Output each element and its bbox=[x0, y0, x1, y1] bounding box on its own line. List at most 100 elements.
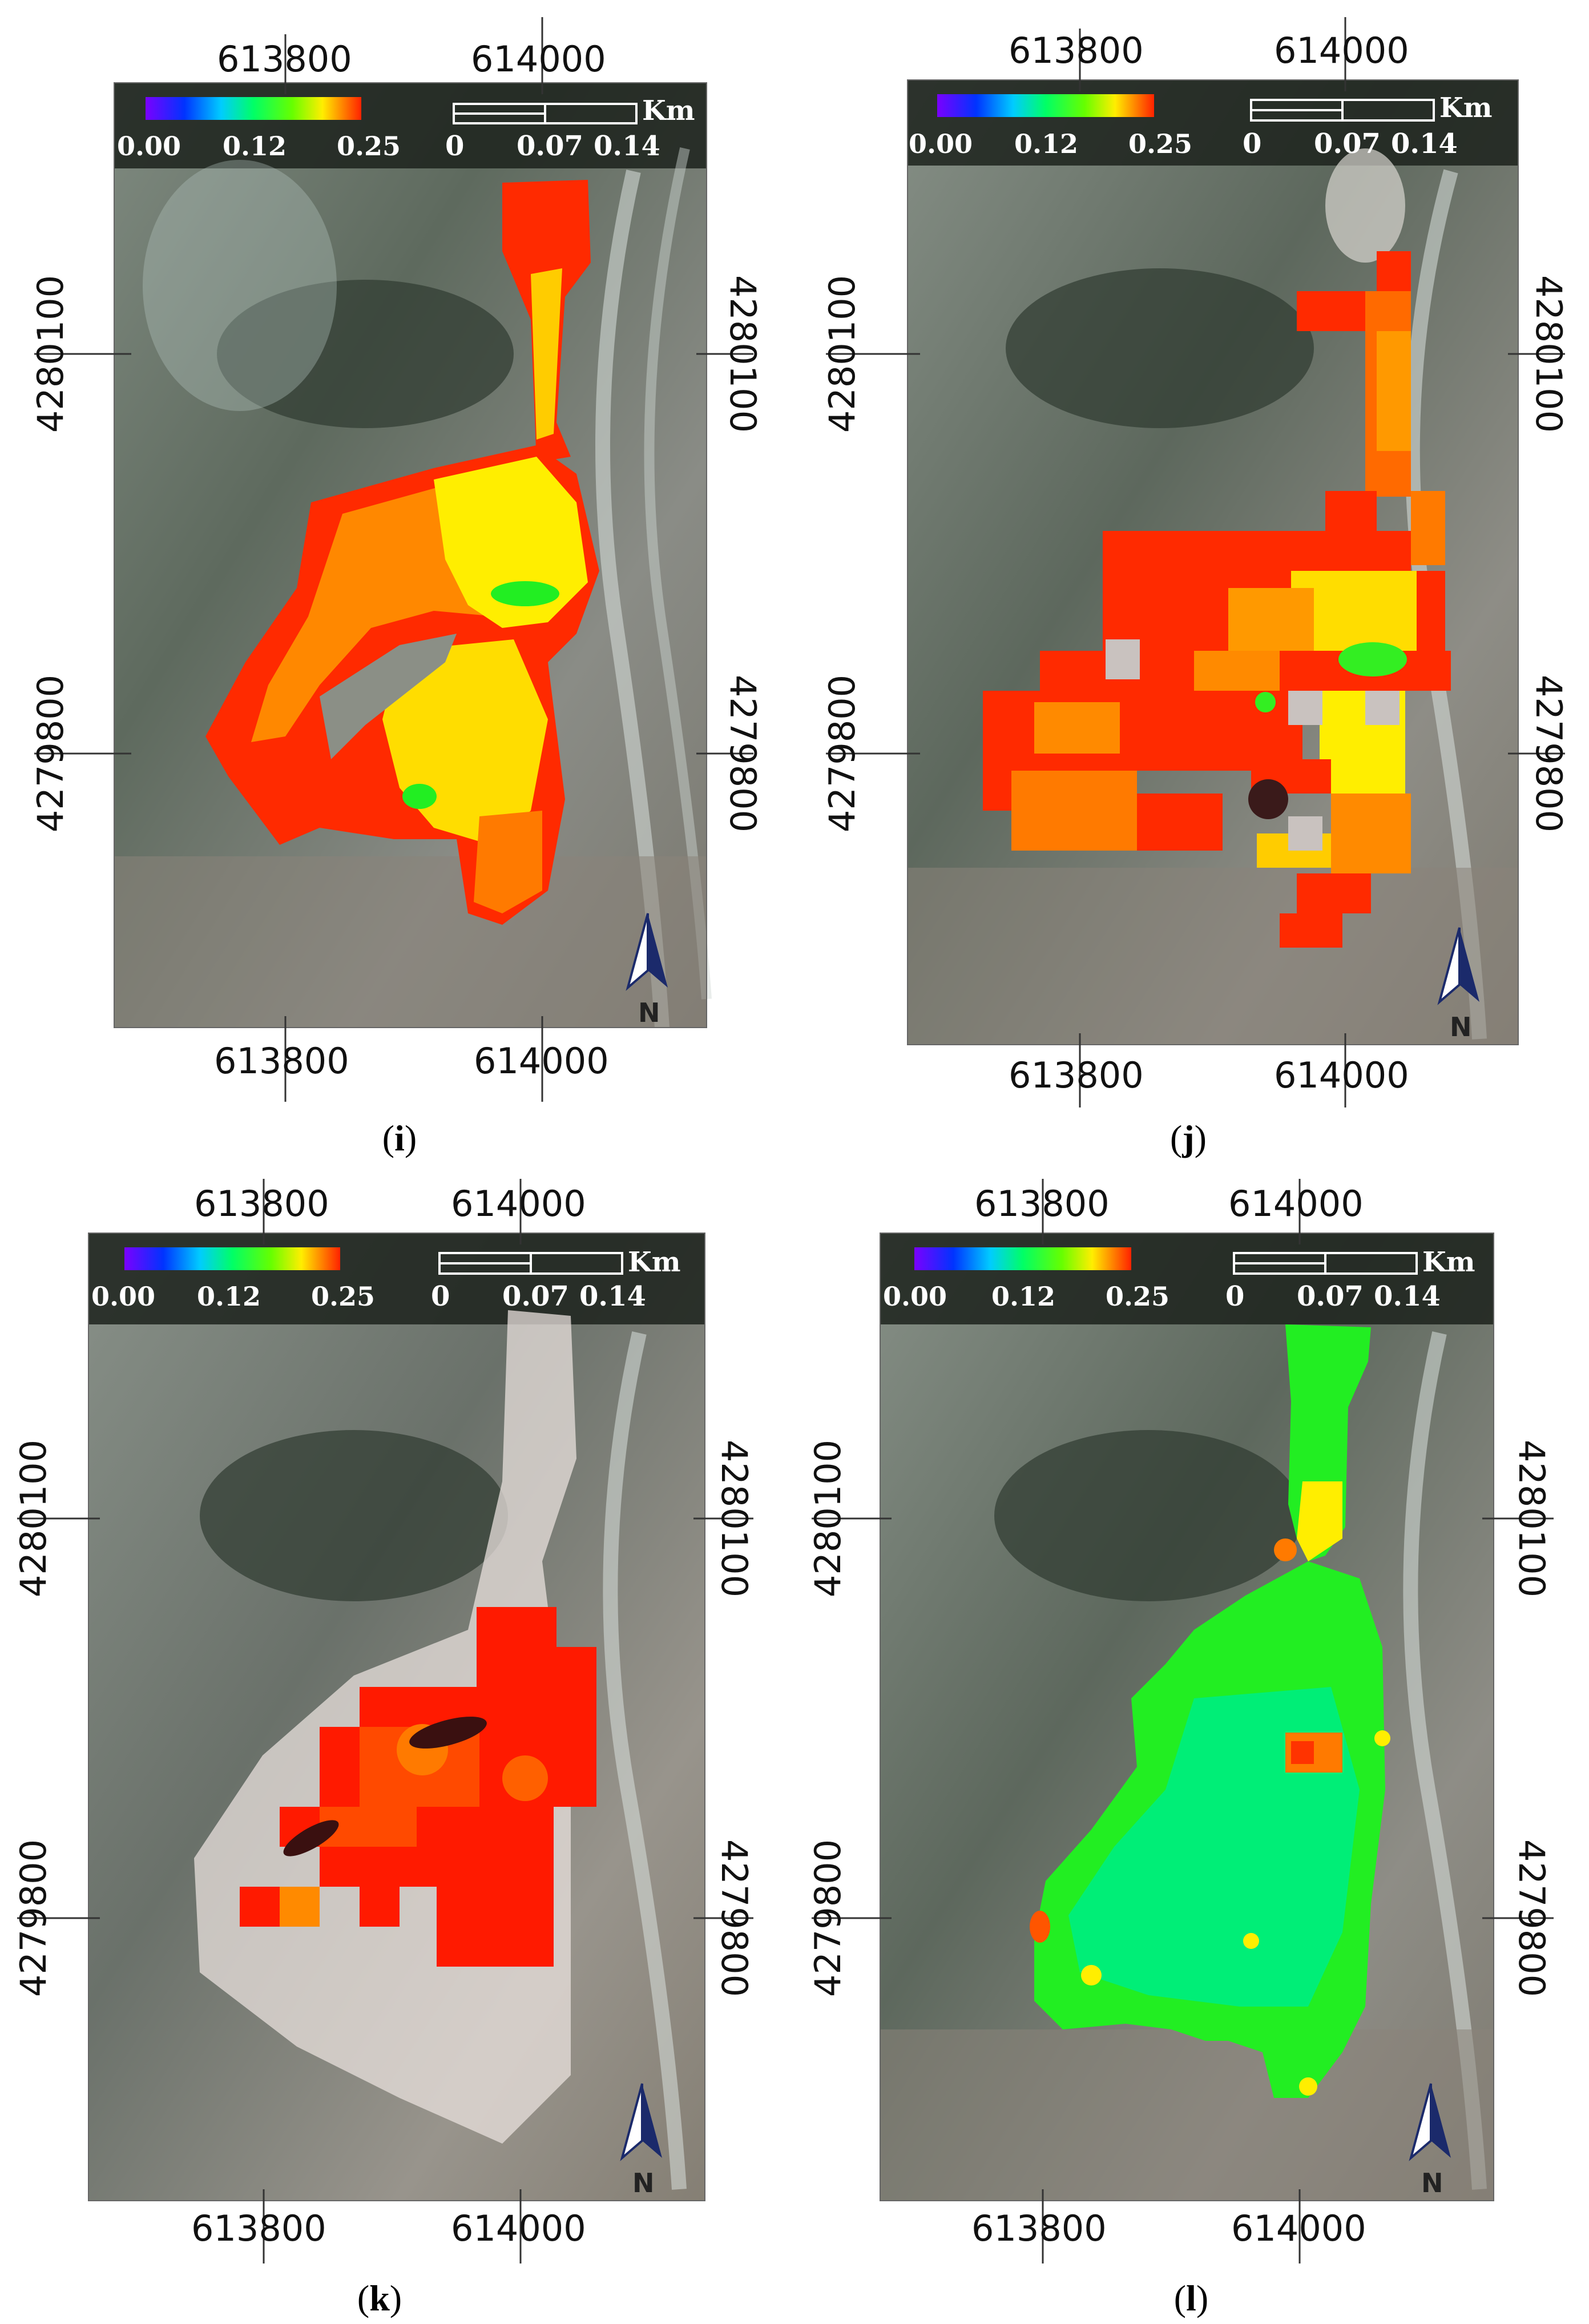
y-tick-right-1: 4280100 bbox=[1511, 1440, 1552, 1597]
x-tick-bottom-1: 613800 bbox=[1009, 1054, 1144, 1096]
imagery-bottom bbox=[114, 856, 707, 1028]
legend-max: 0.25 bbox=[311, 1281, 375, 1312]
legend-ramp bbox=[937, 94, 1154, 117]
scale-label-1: 0.07 bbox=[502, 1280, 569, 1312]
y-tick-left-2: 4279800 bbox=[807, 1839, 849, 1997]
scale-label-0: 0 bbox=[445, 130, 464, 162]
panel-l-svg: 0.00 0.12 0.25 Km 0 0.07 0.14 N 613800 6… bbox=[807, 1179, 1554, 2318]
legend-min: 0.00 bbox=[91, 1281, 155, 1312]
north-label: N bbox=[632, 2168, 655, 2198]
legend-max: 0.25 bbox=[1106, 1281, 1169, 1312]
scale-label-0: 0 bbox=[431, 1280, 450, 1312]
legend-ramp bbox=[146, 97, 361, 120]
map-frame bbox=[114, 82, 707, 1028]
x-tick-bottom-2: 614000 bbox=[1231, 2208, 1366, 2249]
x-tick-top-1: 613800 bbox=[974, 1183, 1110, 1225]
y-tick-right-2: 4279800 bbox=[713, 1839, 755, 1997]
overlay-green-patch-2 bbox=[402, 784, 437, 809]
landslide-overlay bbox=[1030, 1324, 1390, 2098]
imagery-dark-patch bbox=[217, 280, 514, 428]
north-label: N bbox=[1421, 2168, 1443, 2198]
scale-bar: Km 0 0.07 0.14 bbox=[431, 1246, 681, 1312]
x-tick-bottom-2: 614000 bbox=[451, 2208, 586, 2249]
legend-mid: 0.12 bbox=[197, 1281, 261, 1312]
scale-label-1: 0.07 bbox=[1314, 128, 1381, 160]
scale-bar: Km 0 0.07 0.14 bbox=[445, 95, 695, 162]
scale-label-2: 0.14 bbox=[1374, 1280, 1441, 1312]
scale-label-1: 0.07 bbox=[1297, 1280, 1364, 1312]
legend-mid: 0.12 bbox=[1014, 128, 1078, 159]
y-tick-left-1: 4280100 bbox=[807, 1440, 849, 1597]
imagery-bottom bbox=[880, 2029, 1494, 2201]
y-tick-right-1: 4280100 bbox=[1528, 275, 1570, 433]
imagery-dark-patch bbox=[994, 1430, 1302, 1601]
imagery-light-patch bbox=[1325, 148, 1405, 263]
scale-label-0: 0 bbox=[1243, 128, 1261, 160]
overlay-lower-orange bbox=[474, 811, 542, 913]
x-tick-top-2: 614000 bbox=[1274, 30, 1409, 71]
panel-i: 0.00 0.12 0.25 Km 0 0.07 0.14 N 613800 6… bbox=[0, 0, 794, 1162]
overlay-green-patch bbox=[491, 581, 559, 606]
scale-unit: Km bbox=[1439, 92, 1493, 124]
imagery-dark-patch bbox=[1006, 268, 1314, 428]
scale-label-2: 0.14 bbox=[579, 1280, 646, 1312]
north-arrow-icon: N bbox=[626, 913, 668, 1028]
legend-max: 0.25 bbox=[1128, 128, 1192, 159]
landslide-overlay bbox=[205, 180, 599, 925]
legend-min: 0.00 bbox=[883, 1281, 947, 1312]
scale-unit: Km bbox=[628, 1246, 681, 1278]
overlay-tail-yellow bbox=[1297, 1481, 1342, 1561]
x-tick-top-1: 613800 bbox=[194, 1183, 329, 1225]
legend-mid: 0.12 bbox=[223, 131, 287, 162]
imagery-light-patch bbox=[143, 160, 337, 411]
panel-i-svg: 0.00 0.12 0.25 Km 0 0.07 0.14 N 613800 6… bbox=[30, 17, 764, 1158]
x-tick-bottom-1: 613800 bbox=[214, 1040, 349, 1082]
x-tick-top-1: 613800 bbox=[1009, 30, 1144, 71]
north-arrow-icon: N bbox=[1437, 927, 1479, 1042]
legend-max: 0.25 bbox=[337, 131, 401, 162]
x-tick-bottom-1: 613800 bbox=[191, 2208, 326, 2249]
scale-bar: Km 0 0.07 0.14 bbox=[1243, 92, 1493, 160]
panel-k-svg: 0.00 0.12 0.25 Km 0 0.07 0.14 N 613800 6… bbox=[13, 1179, 755, 2318]
scale-unit: Km bbox=[1422, 1246, 1475, 1278]
y-tick-left-1: 4280100 bbox=[30, 275, 71, 433]
y-tick-right-1: 4280100 bbox=[713, 1440, 755, 1597]
legend-mid: 0.12 bbox=[991, 1281, 1055, 1312]
map-frame bbox=[880, 1233, 1494, 2201]
panel-j: 0.00 0.12 0.25 Km 0 0.07 0.14 N 613800 6… bbox=[794, 0, 1589, 1162]
y-tick-left-1: 4280100 bbox=[13, 1440, 54, 1597]
legend-min: 0.00 bbox=[117, 131, 181, 162]
panel-caption: (j) bbox=[1170, 1118, 1207, 1158]
x-tick-bottom-1: 613800 bbox=[971, 2208, 1107, 2249]
north-arrow-icon: N bbox=[1409, 2083, 1451, 2198]
x-tick-top-1: 613800 bbox=[217, 38, 352, 80]
x-tick-bottom-2: 614000 bbox=[1274, 1054, 1409, 1096]
y-tick-left-1: 4280100 bbox=[821, 275, 863, 433]
overlay-tail-yellow bbox=[531, 268, 562, 440]
x-tick-top-2: 614000 bbox=[451, 1183, 586, 1225]
y-tick-right-2: 4279800 bbox=[1528, 675, 1570, 832]
legend-min: 0.00 bbox=[909, 128, 973, 159]
panel-caption: (l) bbox=[1174, 2278, 1208, 2318]
scale-unit: Km bbox=[642, 95, 695, 127]
imagery-ridge bbox=[603, 1331, 687, 2190]
panel-caption: (i) bbox=[382, 1118, 417, 1158]
x-tick-top-2: 614000 bbox=[471, 38, 606, 80]
legend-ramp bbox=[124, 1247, 340, 1270]
north-label: N bbox=[1450, 1012, 1472, 1042]
scale-label-2: 0.14 bbox=[1391, 128, 1458, 160]
landslide-overlay bbox=[240, 1607, 596, 1967]
scale-label-2: 0.14 bbox=[594, 130, 660, 162]
panel-k: 0.00 0.12 0.25 Km 0 0.07 0.14 N 613800 6… bbox=[0, 1162, 794, 2323]
x-tick-top-2: 614000 bbox=[1228, 1183, 1364, 1225]
y-tick-left-2: 4279800 bbox=[30, 675, 71, 832]
map-frame bbox=[88, 1233, 705, 2201]
north-label: N bbox=[638, 997, 660, 1028]
y-tick-right-2: 4279800 bbox=[722, 675, 764, 832]
scale-label-0: 0 bbox=[1225, 1280, 1244, 1312]
y-tick-right-1: 4280100 bbox=[722, 275, 764, 433]
scale-bar: Km 0 0.07 0.14 bbox=[1225, 1246, 1475, 1312]
panel-caption: (k) bbox=[357, 2278, 402, 2318]
legend-ramp bbox=[914, 1247, 1131, 1270]
map-frame bbox=[907, 79, 1519, 1045]
